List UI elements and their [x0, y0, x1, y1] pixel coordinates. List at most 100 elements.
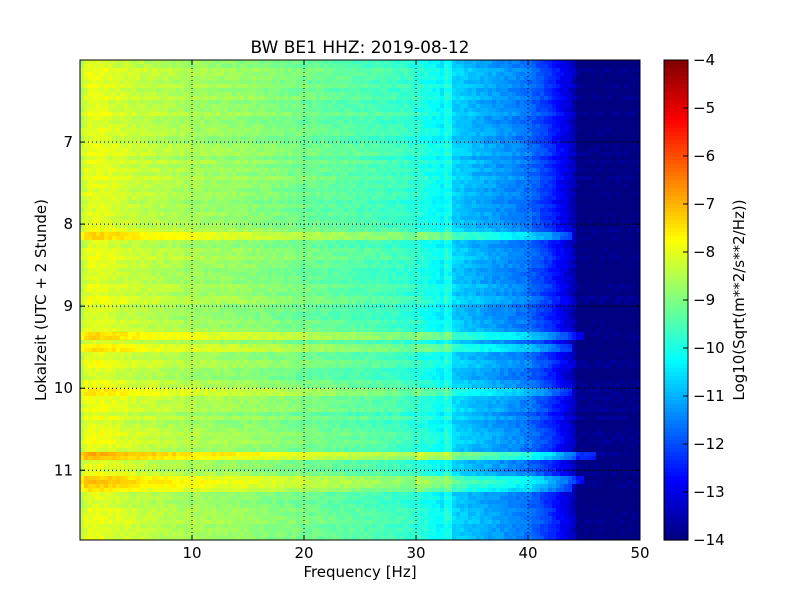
heatmap-cell [564, 116, 569, 121]
heatmap-cell [368, 72, 373, 77]
heatmap-cell [80, 92, 85, 97]
heatmap-cell [100, 92, 105, 97]
heatmap-cell [216, 116, 221, 121]
heatmap-cell [420, 68, 425, 73]
heatmap-cell [592, 160, 597, 165]
heatmap-cell [492, 192, 497, 197]
heatmap-cell [284, 96, 289, 101]
heatmap-cell [536, 164, 541, 169]
heatmap-cell [532, 124, 537, 129]
heatmap-cell [428, 140, 433, 145]
heatmap-cell [572, 164, 577, 169]
heatmap-cell [548, 136, 553, 141]
heatmap-cell [376, 64, 381, 69]
heatmap-cell [156, 72, 161, 77]
heatmap-cell [468, 124, 473, 129]
heatmap-cell [284, 184, 289, 189]
heatmap-cell [248, 84, 253, 89]
heatmap-cell [628, 192, 633, 197]
heatmap-cell [200, 200, 205, 205]
heatmap-cell [440, 120, 445, 125]
heatmap-cell [456, 200, 461, 205]
heatmap-cell [220, 104, 225, 109]
heatmap-cell [224, 96, 229, 101]
heatmap-cell [504, 80, 509, 85]
heatmap-cell [236, 68, 241, 73]
heatmap-cell [148, 200, 153, 205]
heatmap-cell [224, 120, 229, 125]
heatmap-cell [412, 196, 417, 201]
heatmap-cell [292, 132, 297, 137]
heatmap-cell [448, 132, 453, 137]
heatmap-cell [344, 160, 349, 165]
heatmap-cell [504, 120, 509, 125]
heatmap-cell [124, 148, 129, 153]
heatmap-cell [204, 84, 209, 89]
heatmap-cell [616, 160, 621, 165]
heatmap-cell [276, 140, 281, 145]
heatmap-cell [88, 132, 93, 137]
heatmap-cell [248, 120, 253, 125]
heatmap-cell [620, 88, 625, 93]
heatmap-cell [264, 124, 269, 129]
heatmap-cell [472, 60, 477, 65]
heatmap-cell [376, 88, 381, 93]
heatmap-cell [152, 152, 157, 157]
heatmap-cell [144, 124, 149, 129]
heatmap-cell [144, 136, 149, 141]
heatmap-cell [216, 64, 221, 69]
heatmap-cell [520, 60, 525, 65]
heatmap-cell [236, 136, 241, 141]
heatmap-cell [212, 92, 217, 97]
heatmap-cell [200, 152, 205, 157]
heatmap-cell [208, 96, 213, 101]
heatmap-cell [372, 172, 377, 177]
heatmap-cell [196, 176, 201, 181]
heatmap-cell [468, 172, 473, 177]
heatmap-cell [436, 100, 441, 105]
heatmap-cell [208, 136, 213, 141]
heatmap-cell [468, 96, 473, 101]
heatmap-cell [556, 100, 561, 105]
heatmap-cell [512, 116, 517, 121]
heatmap-cell [148, 76, 153, 81]
heatmap-cell [268, 180, 273, 185]
heatmap-cell [316, 148, 321, 153]
heatmap-cell [460, 88, 465, 93]
heatmap-cell [272, 84, 277, 89]
heatmap-cell [408, 136, 413, 141]
heatmap-cell [384, 128, 389, 133]
heatmap-cell [264, 72, 269, 77]
heatmap-cell [124, 136, 129, 141]
heatmap-cell [600, 92, 605, 97]
heatmap-cell [456, 88, 461, 93]
heatmap-cell [436, 200, 441, 205]
heatmap-cell [352, 104, 357, 109]
heatmap-cell [560, 60, 565, 65]
heatmap-cell [284, 176, 289, 181]
heatmap-cell [348, 156, 353, 161]
heatmap-cell [140, 84, 145, 89]
heatmap-cell [420, 108, 425, 113]
heatmap-cell [508, 100, 513, 105]
heatmap-cell [632, 76, 637, 81]
heatmap-cell [532, 92, 537, 97]
heatmap-cell [284, 108, 289, 113]
heatmap-cell [592, 184, 597, 189]
heatmap-cell [152, 72, 157, 77]
heatmap-cell [440, 164, 445, 169]
heatmap-cell [108, 72, 113, 77]
heatmap-cell [224, 196, 229, 201]
heatmap-cell [384, 108, 389, 113]
heatmap-cell [456, 128, 461, 133]
heatmap-cell [120, 148, 125, 153]
heatmap-cell [532, 136, 537, 141]
heatmap-cell [244, 80, 249, 85]
heatmap-cell [540, 160, 545, 165]
heatmap-cell [232, 168, 237, 173]
heatmap-cell [84, 148, 89, 153]
heatmap-cell [440, 188, 445, 193]
heatmap-cell [152, 84, 157, 89]
heatmap-cell [416, 132, 421, 137]
heatmap-cell [452, 188, 457, 193]
